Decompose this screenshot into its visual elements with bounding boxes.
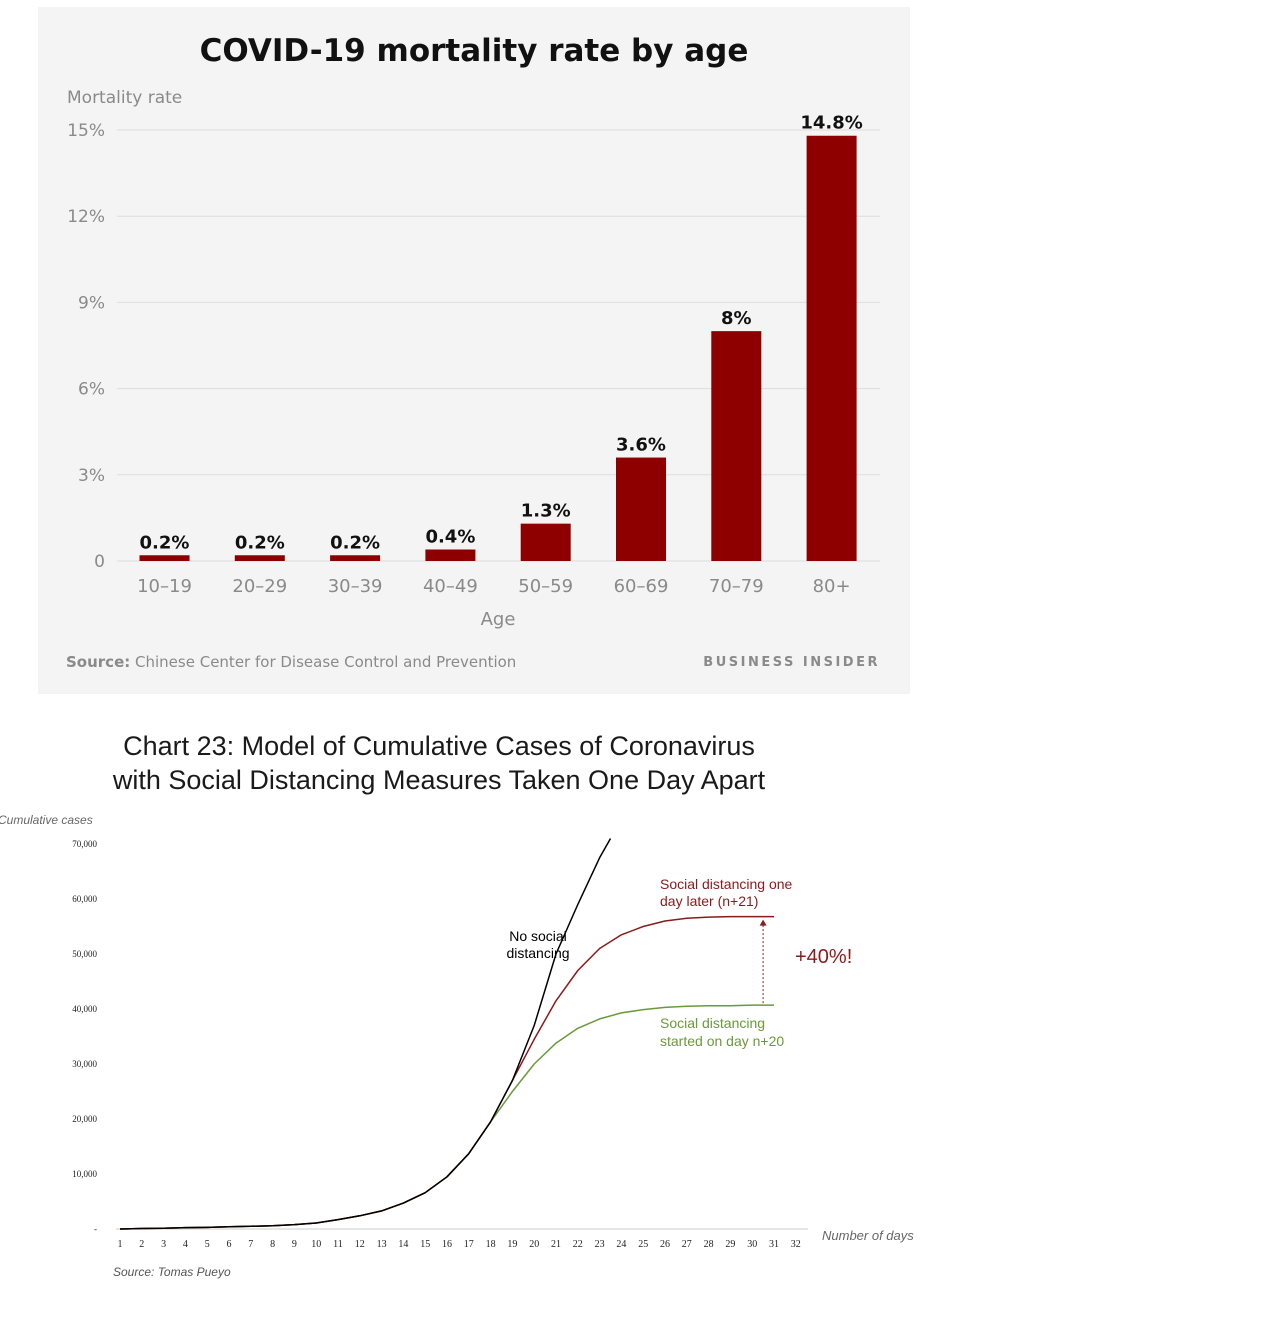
label-distancing-n20-line-1: Social distancing <box>660 1015 765 1031</box>
line-no-social-distancing <box>119 838 612 1230</box>
label-distancing-n21-line-2: day later (n+21) <box>660 893 758 909</box>
chart-2-x-tick-label: 28 <box>704 1239 714 1250</box>
chart-2-x-tick-label: 18 <box>486 1239 496 1250</box>
chart-2-x-tick-label: 24 <box>616 1239 626 1250</box>
chart-2-x-tick-label: 12 <box>355 1239 365 1250</box>
chart-2-x-axis-title: Number of days <box>822 1228 914 1243</box>
chart-2-y-tick-label: 10,000 <box>72 1169 97 1179</box>
chart-2-x-tick-label: 30 <box>747 1239 757 1250</box>
bar-5 <box>520 523 571 561</box>
chart-2-x-tick-label: 31 <box>769 1239 779 1250</box>
chart-1-x-axis-title: Age <box>481 609 516 630</box>
chart-1-title: COVID-19 mortality rate by age <box>200 33 749 69</box>
chart-2-x-tick-label: 1 <box>118 1239 123 1250</box>
chart-1-y-tick-label: 15% <box>67 121 105 141</box>
chart-2-x-tick-label: 26 <box>660 1239 670 1250</box>
chart-1-x-tick-label: 40–49 <box>423 576 478 597</box>
bar-data-label: 1.3% <box>521 501 571 522</box>
chart-2-x-tick-label: 25 <box>638 1239 648 1250</box>
chart-2-y-tick-label: 20,000 <box>72 1114 97 1124</box>
bar-data-label: 3.6% <box>616 435 666 456</box>
chart-1-x-tick-label: 10–19 <box>137 576 192 597</box>
label-no-social-distancing-line-2: distancing <box>506 945 569 961</box>
business-insider-logo: BUSINESS INSIDER <box>703 655 880 670</box>
chart-2-x-tick-label: 13 <box>377 1239 387 1250</box>
chart-2-source: Source: Tomas Pueyo <box>113 1265 231 1279</box>
chart-2-x-tick-label: 2 <box>139 1239 144 1250</box>
chart-1-x-tick-label: 60–69 <box>614 576 669 597</box>
label-distancing-n20-line-2: started on day n+20 <box>660 1033 784 1049</box>
bar-data-label: 14.8% <box>800 113 862 134</box>
chart-2-x-tick-label: 20 <box>529 1239 539 1250</box>
bar-data-label: 8% <box>721 308 752 329</box>
chart-2-x-tick-label: 5 <box>205 1239 210 1250</box>
label-distancing-n21-line-1: Social distancing one <box>660 876 793 892</box>
chart-1-source-text: Chinese Center for Disease Control and P… <box>135 653 516 671</box>
bar-data-label: 0.2% <box>235 532 285 553</box>
mortality-bar-chart: COVID-19 mortality rate by age Mortality… <box>66 33 880 671</box>
chart-1-x-tick-label: 50–59 <box>518 576 573 597</box>
chart-2-x-tick-label: 23 <box>595 1239 605 1250</box>
chart-2-y-tick-label: 70,000 <box>72 839 97 849</box>
chart-2-title-line-2: with Social Distancing Measures Taken On… <box>112 765 766 795</box>
chart-2-x-tick-label: 19 <box>507 1239 517 1250</box>
chart-1-x-tick-label: 20–29 <box>232 576 287 597</box>
chart-1-y-axis-title: Mortality rate <box>67 88 182 108</box>
chart-2-x-tick-label: 22 <box>573 1239 583 1250</box>
chart-2-y-axis-title: Cumulative cases <box>0 813 93 827</box>
chart-2-x-tick-label: 11 <box>333 1239 343 1250</box>
increase-40-percent-label: +40%! <box>795 946 852 968</box>
chart-1-y-tick-label: 3% <box>78 466 105 486</box>
bar-data-label: 0.4% <box>425 527 475 548</box>
chart-2-x-tick-label: 6 <box>227 1239 232 1250</box>
bar-4 <box>425 549 476 561</box>
chart-2-x-tick-label: 10 <box>311 1239 321 1250</box>
chart-2-y-tick-label: - <box>94 1224 97 1234</box>
bar-3 <box>330 555 381 561</box>
chart-1-source: Source: Chinese Center for Disease Contr… <box>66 653 516 671</box>
chart-1-y-tick-label: 0 <box>94 552 105 572</box>
chart-1-y-tick-label: 9% <box>78 293 105 313</box>
bar-2 <box>234 555 285 561</box>
chart-2-x-tick-label: 4 <box>183 1239 188 1250</box>
chart-1-panel <box>38 7 910 694</box>
bar-6 <box>616 457 666 561</box>
chart-2-x-tick-label: 16 <box>442 1239 452 1250</box>
bar-7 <box>711 331 762 561</box>
chart-2-x-tick-label: 21 <box>551 1239 561 1250</box>
chart-1-x-tick-label: 70–79 <box>709 576 764 597</box>
chart-2-x-tick-label: 29 <box>725 1239 735 1250</box>
chart-1-y-tick-label: 6% <box>78 380 105 400</box>
chart-2-x-tick-label: 27 <box>682 1239 692 1250</box>
chart-1-x-tick-label: 80+ <box>813 576 851 597</box>
chart-2-y-tick-label: 60,000 <box>72 894 97 904</box>
chart-2-x-tick-label: 3 <box>161 1239 166 1250</box>
chart-1-source-label: Source: <box>66 653 130 671</box>
chart-2-x-tick-label: 7 <box>248 1239 253 1250</box>
chart-2-title-line-1: Chart 23: Model of Cumulative Cases of C… <box>123 731 755 761</box>
chart-2-x-tick-label: 14 <box>398 1239 408 1250</box>
line-distancing-n21 <box>119 915 774 1230</box>
bar-8 <box>806 135 857 561</box>
label-no-social-distancing-line-1: No social <box>509 928 567 944</box>
chart-2-x-tick-label: 8 <box>270 1239 275 1250</box>
chart-2-x-tick-label: 32 <box>791 1239 801 1250</box>
bar-data-label: 0.2% <box>330 532 380 553</box>
chart-2-y-tick-label: 40,000 <box>72 1004 97 1014</box>
chart-2-x-tick-label: 9 <box>292 1239 297 1250</box>
bar-data-label: 0.2% <box>140 532 190 553</box>
chart-2-y-tick-label: 50,000 <box>72 949 97 959</box>
chart-2-x-tick-label: 17 <box>464 1239 474 1250</box>
chart-1-y-tick-label: 12% <box>67 207 105 227</box>
increase-arrow-head <box>759 919 767 926</box>
chart-1-x-tick-label: 30–39 <box>328 576 383 597</box>
chart-2-x-tick-label: 15 <box>420 1239 430 1250</box>
cumulative-cases-line-chart: Chart 23: Model of Cumulative Cases of C… <box>0 731 914 1279</box>
chart-2-y-tick-label: 30,000 <box>72 1059 97 1069</box>
bar-1 <box>139 555 190 561</box>
